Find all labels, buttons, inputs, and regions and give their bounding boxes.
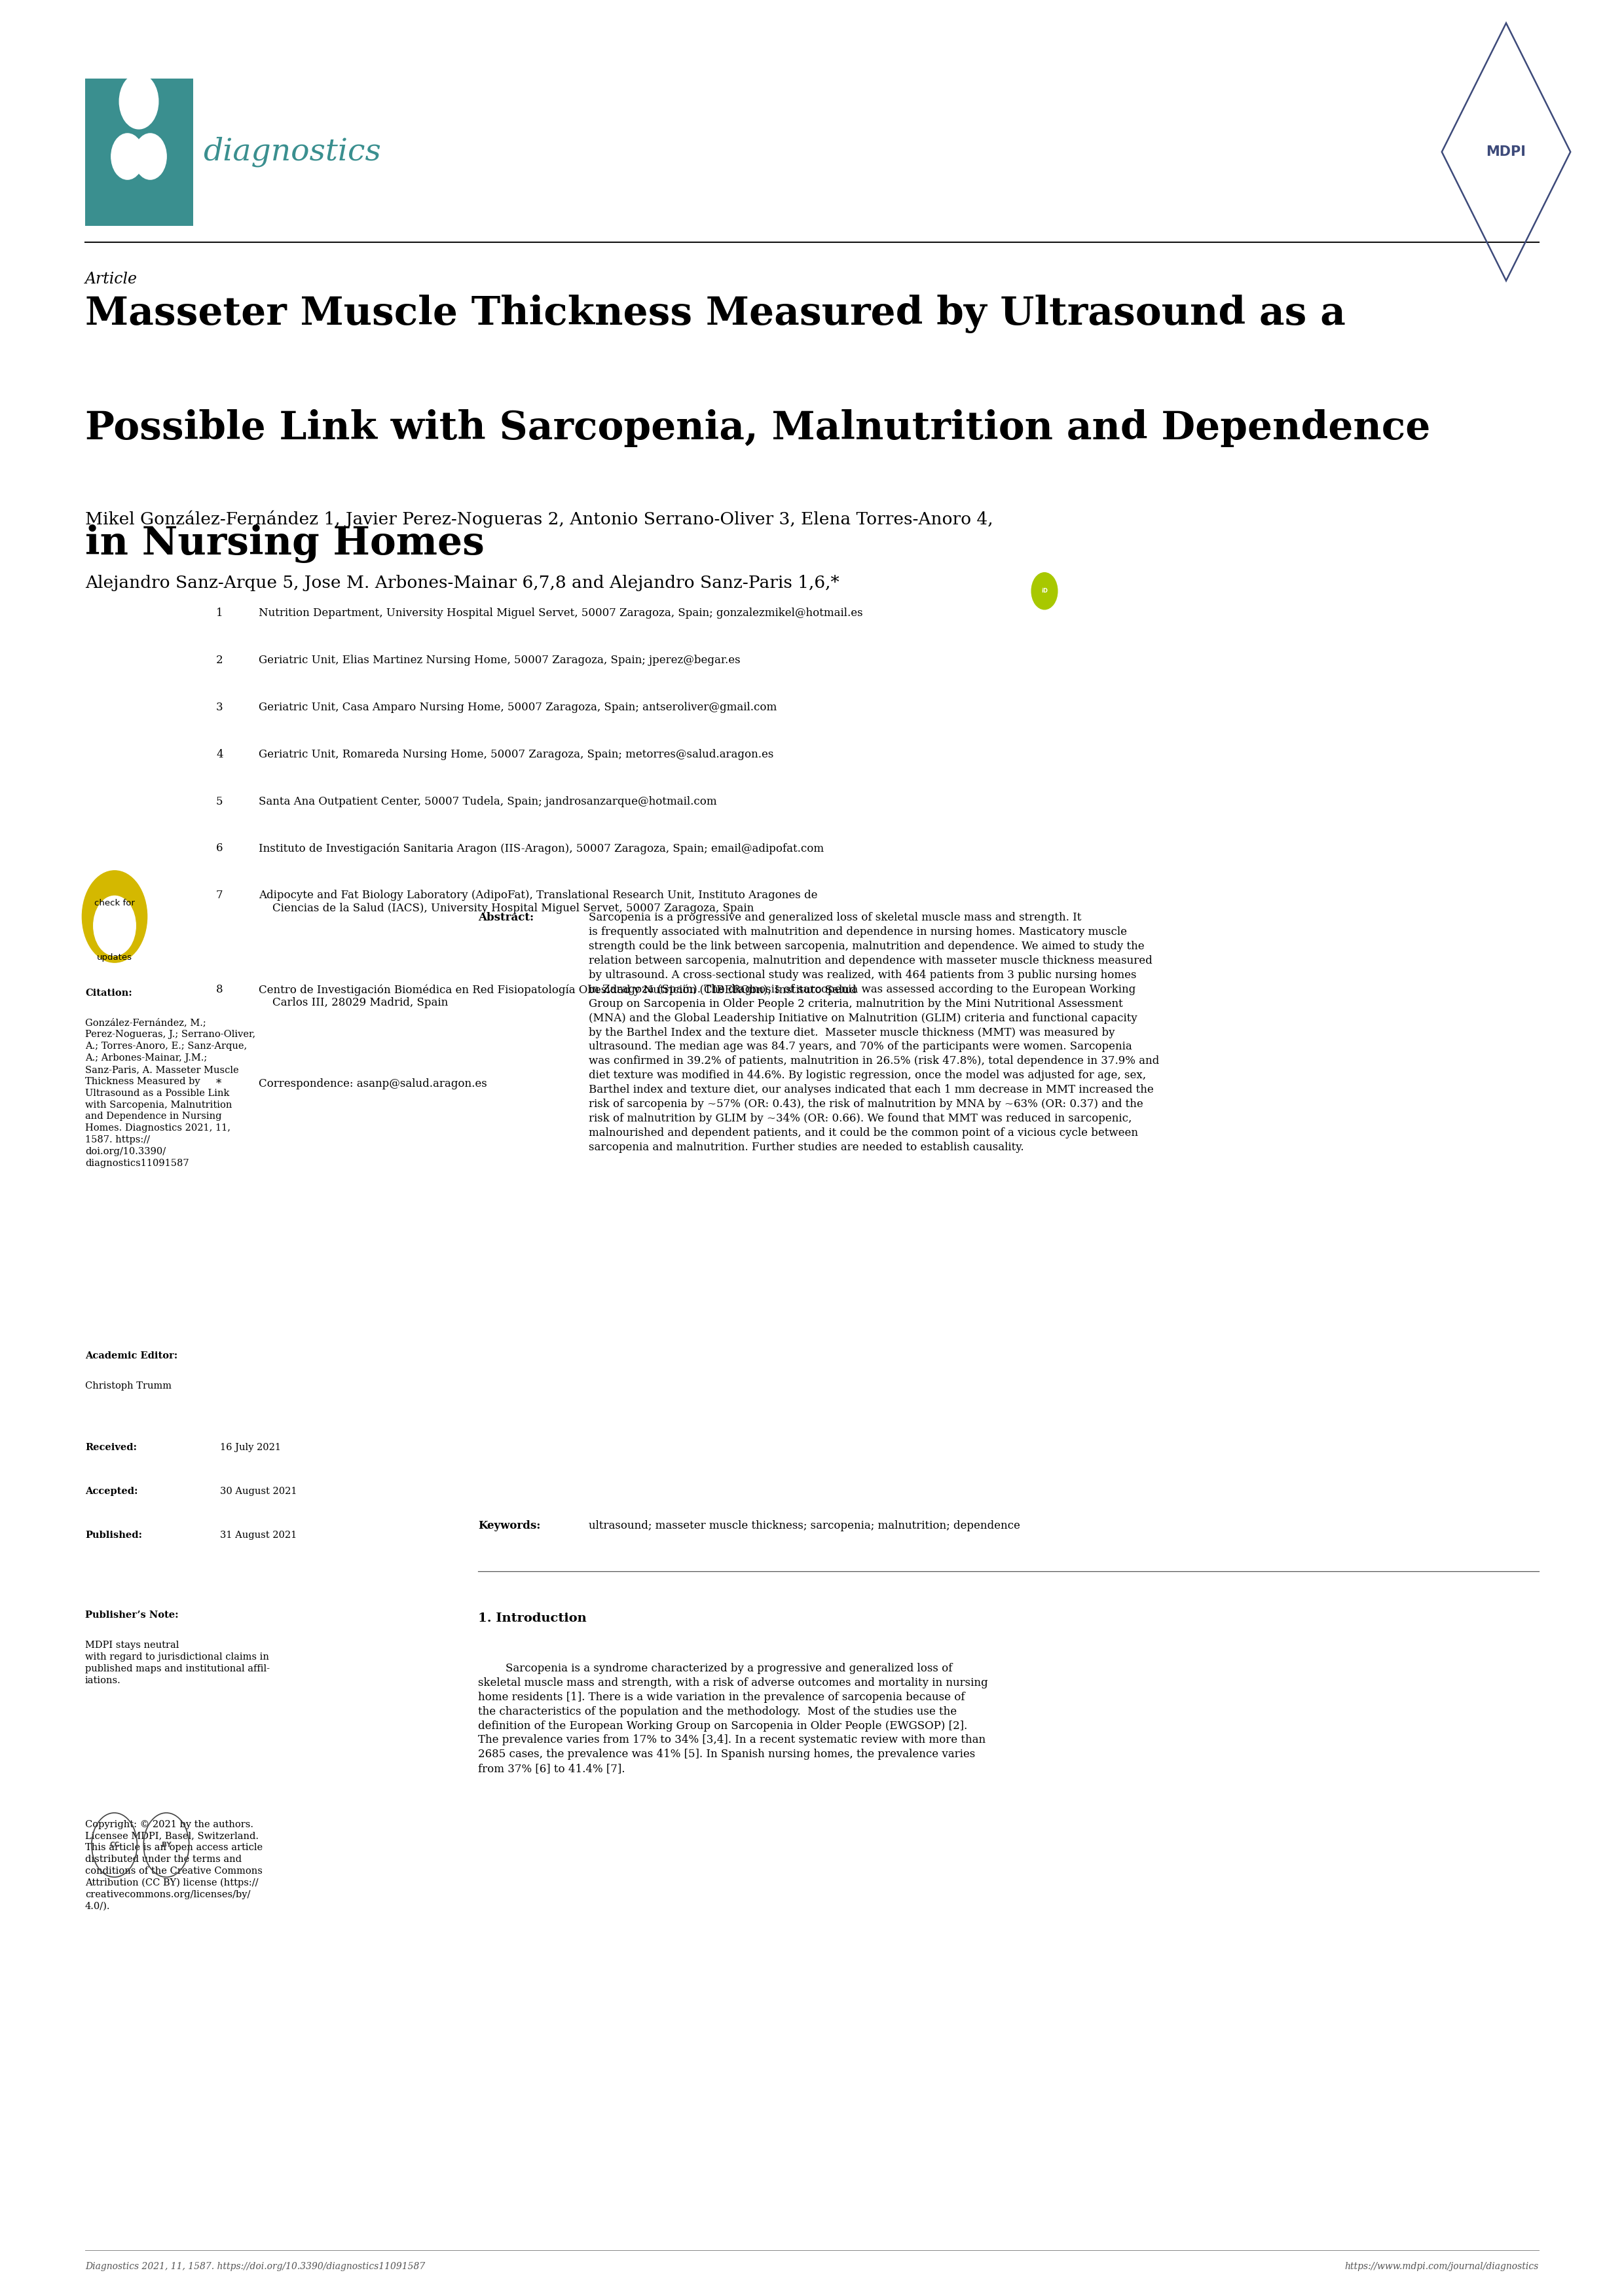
Text: Published:: Published: bbox=[84, 1531, 143, 1541]
Text: Keywords:: Keywords: bbox=[477, 1520, 541, 1531]
Text: Diagnostics 2021, 11, 1587. https://doi.org/10.3390/diagnostics11091587: Diagnostics 2021, 11, 1587. https://doi.… bbox=[84, 2262, 425, 2271]
Text: diagnostics: diagnostics bbox=[203, 138, 382, 168]
Text: Geriatric Unit, Casa Amparo Nursing Home, 50007 Zaragoza, Spain; antseroliver@gm: Geriatric Unit, Casa Amparo Nursing Home… bbox=[258, 703, 776, 712]
Text: González-Fernández, M.;
Perez-Nogueras, J.; Serrano-Oliver,
A.; Torres-Anoro, E.: González-Fernández, M.; Perez-Nogueras, … bbox=[84, 1019, 255, 1169]
Text: MDPI: MDPI bbox=[1486, 145, 1527, 158]
Text: Copyright: © 2021 by the authors.
Licensee MDPI, Basel, Switzerland.
This articl: Copyright: © 2021 by the authors. Licens… bbox=[84, 1821, 263, 1910]
Text: BY: BY bbox=[161, 1841, 171, 1848]
Text: Sarcopenia is a syndrome characterized by a progressive and generalized loss of
: Sarcopenia is a syndrome characterized b… bbox=[477, 1662, 987, 1775]
Text: 1. Introduction: 1. Introduction bbox=[477, 1612, 586, 1623]
Text: 16 July 2021: 16 July 2021 bbox=[219, 1444, 281, 1453]
Text: 6: 6 bbox=[216, 843, 222, 854]
Text: iD: iD bbox=[1041, 588, 1047, 595]
Text: 4: 4 bbox=[216, 748, 222, 760]
Circle shape bbox=[94, 895, 136, 955]
Text: Article: Article bbox=[84, 271, 138, 287]
Text: 2: 2 bbox=[216, 654, 222, 666]
Text: in Nursing Homes: in Nursing Homes bbox=[84, 523, 484, 563]
Text: Accepted:: Accepted: bbox=[84, 1488, 138, 1497]
Circle shape bbox=[133, 133, 166, 179]
Text: ultrasound; masseter muscle thickness; sarcopenia; malnutrition; dependence: ultrasound; masseter muscle thickness; s… bbox=[588, 1520, 1020, 1531]
Text: 31 August 2021: 31 August 2021 bbox=[219, 1531, 297, 1541]
Circle shape bbox=[83, 870, 148, 962]
Text: Citation:: Citation: bbox=[84, 990, 132, 999]
Text: Adipocyte and Fat Biology Laboratory (AdipoFat), Translational Research Unit, In: Adipocyte and Fat Biology Laboratory (Ad… bbox=[258, 891, 817, 914]
Text: CC: CC bbox=[109, 1841, 119, 1848]
Text: Centro de Investigación Biomédica en Red Fisiopatología Obesidad y Nutrición (CI: Centro de Investigación Biomédica en Red… bbox=[258, 985, 856, 1008]
Text: Geriatric Unit, Romareda Nursing Home, 50007 Zaragoza, Spain; metorres@salud.ara: Geriatric Unit, Romareda Nursing Home, 5… bbox=[258, 748, 773, 760]
Text: Geriatric Unit, Elias Martinez Nursing Home, 50007 Zaragoza, Spain; jperez@begar: Geriatric Unit, Elias Martinez Nursing H… bbox=[258, 654, 741, 666]
Text: 5: 5 bbox=[216, 797, 222, 806]
Text: 3: 3 bbox=[216, 703, 222, 712]
Circle shape bbox=[119, 73, 158, 129]
Text: *: * bbox=[216, 1079, 221, 1088]
Text: Sarcopenia is a progressive and generalized loss of skeletal muscle mass and str: Sarcopenia is a progressive and generali… bbox=[588, 912, 1160, 1153]
Text: Masseter Muscle Thickness Measured by Ultrasound as a: Masseter Muscle Thickness Measured by Ul… bbox=[84, 294, 1346, 333]
Circle shape bbox=[110, 133, 143, 179]
Text: updates: updates bbox=[97, 953, 132, 962]
Text: 1: 1 bbox=[216, 608, 222, 618]
Text: 8: 8 bbox=[216, 985, 222, 994]
Text: Nutrition Department, University Hospital Miguel Servet, 50007 Zaragoza, Spain; : Nutrition Department, University Hospita… bbox=[258, 608, 862, 618]
Text: Received:: Received: bbox=[84, 1444, 136, 1453]
Text: 30 August 2021: 30 August 2021 bbox=[219, 1488, 297, 1497]
Text: Mikel González-Fernández 1, Javier Perez-Nogueras 2, Antonio Serrano-Oliver 3, E: Mikel González-Fernández 1, Javier Perez… bbox=[84, 510, 994, 528]
Circle shape bbox=[1031, 572, 1057, 608]
Text: Academic Editor:: Academic Editor: bbox=[84, 1352, 177, 1362]
Text: Correspondence: asanp@salud.aragon.es: Correspondence: asanp@salud.aragon.es bbox=[258, 1079, 487, 1088]
Text: 7: 7 bbox=[216, 891, 222, 900]
Text: Abstract:: Abstract: bbox=[477, 912, 534, 923]
Text: Alejandro Sanz-Arque 5, Jose M. Arbones-Mainar 6,7,8 and Alejandro Sanz-Paris 1,: Alejandro Sanz-Arque 5, Jose M. Arbones-… bbox=[84, 574, 840, 592]
Text: Christoph Trumm: Christoph Trumm bbox=[84, 1382, 172, 1391]
FancyBboxPatch shape bbox=[84, 78, 193, 225]
Text: Publisher’s Note:: Publisher’s Note: bbox=[84, 1612, 179, 1621]
Text: Possible Link with Sarcopenia, Malnutrition and Dependence: Possible Link with Sarcopenia, Malnutrit… bbox=[84, 409, 1431, 448]
Text: Instituto de Investigación Sanitaria Aragon (IIS-Aragon), 50007 Zaragoza, Spain;: Instituto de Investigación Sanitaria Ara… bbox=[258, 843, 823, 854]
Text: MDPI stays neutral
with regard to jurisdictional claims in
published maps and in: MDPI stays neutral with regard to jurisd… bbox=[84, 1642, 270, 1685]
Text: check for: check for bbox=[94, 898, 135, 907]
Text: https://www.mdpi.com/journal/diagnostics: https://www.mdpi.com/journal/diagnostics bbox=[1345, 2262, 1540, 2271]
Text: Santa Ana Outpatient Center, 50007 Tudela, Spain; jandrosanzarque@hotmail.com: Santa Ana Outpatient Center, 50007 Tudel… bbox=[258, 797, 716, 806]
